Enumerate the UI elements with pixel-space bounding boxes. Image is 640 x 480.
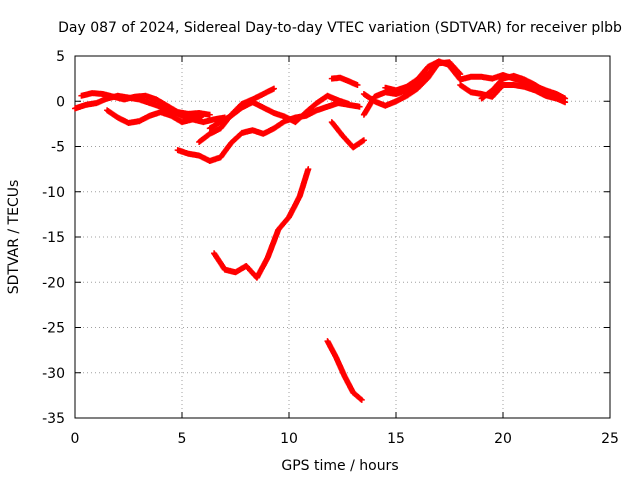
y-tick-label: -5 bbox=[51, 140, 65, 156]
series-marks-arc-2 bbox=[78, 90, 213, 118]
y-tick-label: 0 bbox=[56, 94, 65, 110]
series-marks-arc-13 bbox=[382, 58, 453, 94]
y-tick-label: -25 bbox=[42, 321, 65, 337]
series-arc-7 bbox=[211, 166, 312, 281]
series-arc-11 bbox=[360, 59, 464, 118]
series-arc-16 bbox=[478, 72, 560, 102]
chart-title: Day 087 of 2024, Sidereal Day-to-day VTE… bbox=[58, 20, 622, 36]
series-arc-12 bbox=[360, 59, 442, 109]
data-marks bbox=[72, 58, 569, 403]
y-tick-label: -35 bbox=[42, 411, 65, 427]
x-axis-label: GPS time / hours bbox=[281, 458, 398, 474]
series-marks-arc-7 bbox=[211, 166, 312, 281]
series-arc-2 bbox=[78, 90, 213, 118]
y-tick-label: 5 bbox=[56, 49, 65, 65]
series-arc-8 bbox=[324, 338, 365, 403]
y-axis-label: SDTVAR / TECUs bbox=[6, 180, 22, 295]
series-marks-arc-11 bbox=[360, 59, 464, 118]
axis-ticks: 0 5 10 15 20 25 5 0 -5 -10 -15 -20 -25 -30 -35 bbox=[42, 49, 619, 447]
series-marks-arc-16 bbox=[478, 72, 560, 102]
x-tick-label: 25 bbox=[601, 431, 619, 447]
series-arc-13 bbox=[382, 58, 453, 94]
grid-lines bbox=[75, 56, 610, 418]
series-marks-arc-8 bbox=[324, 338, 365, 403]
series-marks-arc-12 bbox=[360, 59, 442, 109]
series-marks-arc-6 bbox=[206, 92, 352, 132]
y-tick-label: -20 bbox=[42, 275, 65, 291]
x-tick-label: 0 bbox=[71, 431, 80, 447]
y-tick-label: -10 bbox=[42, 185, 65, 201]
x-tick-label: 10 bbox=[280, 431, 298, 447]
series-arc-3 bbox=[104, 107, 207, 126]
x-tick-label: 20 bbox=[494, 431, 512, 447]
y-tick-label: -15 bbox=[42, 230, 65, 246]
x-tick-label: 15 bbox=[387, 431, 405, 447]
series-marks-arc-10 bbox=[328, 74, 361, 88]
x-tick-label: 5 bbox=[178, 431, 187, 447]
series-arc-9 bbox=[328, 119, 367, 151]
y-tick-label: -30 bbox=[42, 366, 65, 382]
series-arc-10 bbox=[328, 74, 361, 88]
series-marks-arc-9 bbox=[328, 119, 367, 151]
series-arc-6 bbox=[206, 92, 352, 132]
series-marks-arc-3 bbox=[104, 107, 207, 126]
